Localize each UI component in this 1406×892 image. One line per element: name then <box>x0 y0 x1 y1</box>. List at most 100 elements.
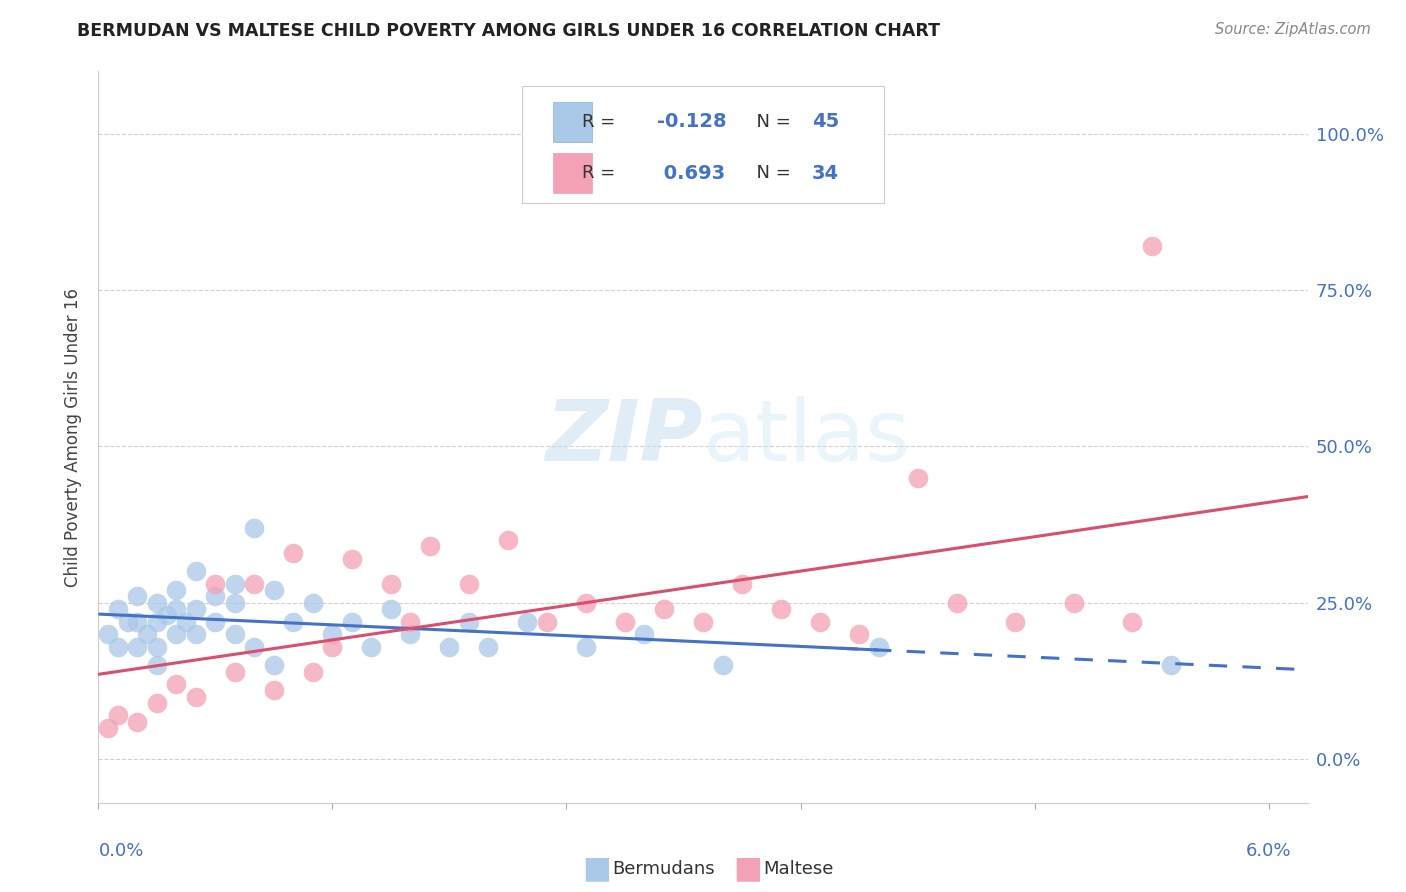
Point <box>184 627 207 641</box>
Text: 6.0%: 6.0% <box>1246 842 1291 860</box>
Point <box>107 640 129 654</box>
Text: Bermudans: Bermudans <box>613 860 714 878</box>
Point <box>263 683 285 698</box>
FancyBboxPatch shape <box>553 153 592 193</box>
Point <box>165 583 187 598</box>
Point <box>302 596 325 610</box>
Point <box>380 577 402 591</box>
Text: ■: ■ <box>582 855 612 883</box>
Point <box>224 596 246 610</box>
Point <box>340 552 363 566</box>
Point <box>127 714 149 729</box>
Point <box>263 583 285 598</box>
Point <box>516 615 538 629</box>
Point <box>1160 658 1182 673</box>
Point <box>399 627 422 641</box>
Text: -0.128: -0.128 <box>657 112 727 131</box>
Point <box>146 640 169 654</box>
Point <box>283 615 305 629</box>
Point <box>1063 596 1085 610</box>
Point <box>731 577 754 591</box>
Point <box>165 627 187 641</box>
Text: ■: ■ <box>734 855 762 883</box>
Point <box>496 533 519 548</box>
Text: 34: 34 <box>811 163 839 183</box>
Point <box>146 696 169 710</box>
Y-axis label: Child Poverty Among Girls Under 16: Child Poverty Among Girls Under 16 <box>65 287 83 587</box>
Point <box>127 615 149 629</box>
Point <box>945 596 967 610</box>
Point <box>243 640 266 654</box>
Point <box>399 615 422 629</box>
Point <box>165 677 187 691</box>
Point <box>97 721 120 735</box>
Point <box>97 627 120 641</box>
Point <box>340 615 363 629</box>
Point <box>174 615 197 629</box>
Point <box>907 471 929 485</box>
Point <box>477 640 499 654</box>
Point <box>711 658 734 673</box>
Point <box>769 602 792 616</box>
Point <box>692 615 714 629</box>
Point <box>302 665 325 679</box>
Point <box>224 627 246 641</box>
Point <box>1140 239 1163 253</box>
Point <box>146 658 169 673</box>
Point <box>204 590 226 604</box>
Text: R =: R = <box>582 164 621 182</box>
Point <box>808 615 831 629</box>
Point <box>536 615 558 629</box>
Point <box>224 665 246 679</box>
Point <box>458 615 481 629</box>
Point <box>117 615 139 629</box>
Point <box>419 540 441 554</box>
Point <box>1121 615 1143 629</box>
Point <box>360 640 382 654</box>
Point <box>575 596 598 610</box>
Point <box>127 590 149 604</box>
Point <box>652 602 675 616</box>
Text: 0.0%: 0.0% <box>98 842 143 860</box>
Point <box>321 627 343 641</box>
Point <box>224 577 246 591</box>
Point <box>848 627 870 641</box>
Point <box>165 602 187 616</box>
Text: atlas: atlas <box>703 395 911 479</box>
Point <box>136 627 159 641</box>
Text: ZIP: ZIP <box>546 395 703 479</box>
Text: N =: N = <box>745 113 797 131</box>
Point <box>127 640 149 654</box>
Point <box>575 640 598 654</box>
Point <box>1004 615 1026 629</box>
Point <box>156 608 179 623</box>
Text: 45: 45 <box>811 112 839 131</box>
Point <box>146 615 169 629</box>
Text: BERMUDAN VS MALTESE CHILD POVERTY AMONG GIRLS UNDER 16 CORRELATION CHART: BERMUDAN VS MALTESE CHILD POVERTY AMONG … <box>77 22 941 40</box>
Point <box>614 615 637 629</box>
Point <box>380 602 402 616</box>
Point <box>439 640 461 654</box>
Point <box>321 640 343 654</box>
Point <box>184 690 207 704</box>
Text: Source: ZipAtlas.com: Source: ZipAtlas.com <box>1215 22 1371 37</box>
Point <box>243 577 266 591</box>
Point <box>184 602 207 616</box>
Point <box>204 615 226 629</box>
Text: Maltese: Maltese <box>763 860 834 878</box>
Point <box>107 602 129 616</box>
Point <box>633 627 655 641</box>
Point <box>107 708 129 723</box>
Point <box>283 546 305 560</box>
Point <box>868 640 890 654</box>
Point <box>458 577 481 591</box>
FancyBboxPatch shape <box>553 103 592 142</box>
Text: N =: N = <box>745 164 797 182</box>
Point <box>146 596 169 610</box>
Point <box>243 521 266 535</box>
Point <box>263 658 285 673</box>
Point <box>184 565 207 579</box>
FancyBboxPatch shape <box>522 86 884 203</box>
Text: 0.693: 0.693 <box>657 163 725 183</box>
Point <box>204 577 226 591</box>
